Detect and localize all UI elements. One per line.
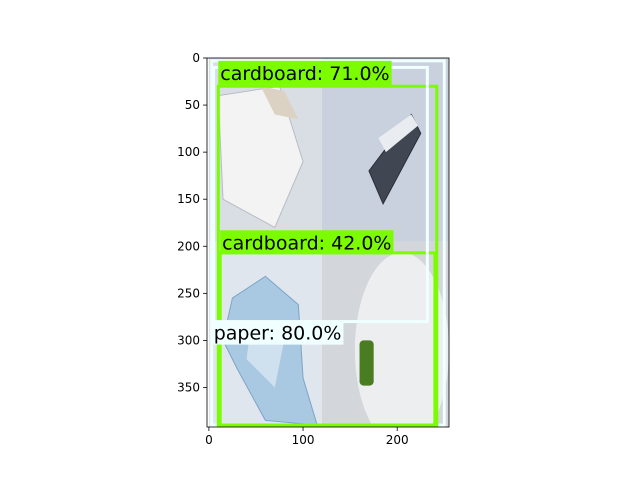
x-axis: 0 100 200 <box>205 427 409 447</box>
y-tick-label: 0 <box>192 51 200 65</box>
card-label <box>378 114 418 153</box>
x-tick-label: 0 <box>205 433 213 447</box>
bottle-shape <box>354 252 449 427</box>
x-tick-label: 100 <box>292 433 315 447</box>
detection-label-text: paper: 80.0% <box>214 323 342 345</box>
y-tick-label: 200 <box>177 239 200 253</box>
bottle-cap <box>359 340 374 386</box>
paper-bag-fold <box>260 86 299 120</box>
y-axis: 0 50 100 150 200 250 300 350 <box>177 51 207 394</box>
detection-label-1: cardboard: 42.0% <box>220 230 394 255</box>
y-tick-label: 300 <box>177 333 200 347</box>
y-tick-label: 150 <box>177 192 200 206</box>
y-tick-label: 50 <box>185 98 200 112</box>
y-tick-label: 250 <box>177 286 200 300</box>
detection-label-0: cardboard: 71.0% <box>218 60 392 85</box>
detection-label-bg <box>220 230 394 255</box>
x-tick-label: 200 <box>386 433 409 447</box>
paper-bag-shape <box>217 85 304 229</box>
y-tick-label: 100 <box>177 145 200 159</box>
detection-label-2: paper: 80.0% <box>211 320 344 345</box>
y-tick-label: 350 <box>177 380 200 394</box>
detection-label-bg <box>218 60 392 85</box>
detection-label-bg <box>211 320 344 345</box>
detection-label-text: cardboard: 42.0% <box>222 232 391 254</box>
detection-label-text: cardboard: 71.0% <box>220 63 389 85</box>
axes-frame <box>206 57 450 428</box>
